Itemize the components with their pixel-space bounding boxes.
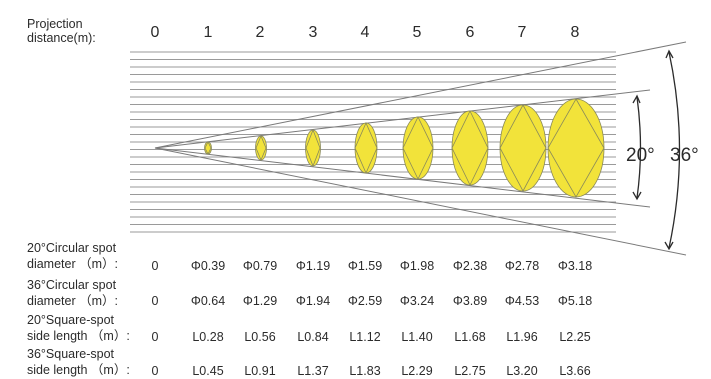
cell: Φ4.53	[492, 294, 552, 308]
cell: 0	[125, 364, 185, 378]
spot-3	[306, 130, 321, 166]
cell: L2.75	[440, 364, 500, 378]
spot-6	[452, 111, 488, 185]
cell: Φ2.59	[335, 294, 395, 308]
row-label-line2: side length （m）:	[27, 362, 130, 378]
spot-4	[355, 123, 377, 173]
cell: Φ0.39	[178, 259, 238, 273]
cell: L1.37	[283, 364, 343, 378]
cell: Φ1.59	[335, 259, 395, 273]
cell: L1.96	[492, 330, 552, 344]
cell: L0.91	[230, 364, 290, 378]
cell: 0	[125, 330, 185, 344]
cell: Φ3.24	[387, 294, 447, 308]
cell: L2.29	[387, 364, 447, 378]
cell: L3.20	[492, 364, 552, 378]
row-label-line1: 20°Circular spot	[27, 240, 116, 256]
cell: Φ1.19	[283, 259, 343, 273]
cell: L1.68	[440, 330, 500, 344]
cell: Φ5.18	[545, 294, 605, 308]
cell: L1.40	[387, 330, 447, 344]
angle-20-label: 20°	[626, 145, 655, 167]
spot-1	[205, 142, 212, 154]
cell: 0	[125, 259, 185, 273]
cell: L1.83	[335, 364, 395, 378]
angle-36-label: 36°	[670, 145, 699, 167]
row-label-line2: diameter （m）:	[27, 293, 118, 309]
spot-2	[256, 136, 267, 160]
cell: L2.25	[545, 330, 605, 344]
cell: L1.12	[335, 330, 395, 344]
cell: Φ1.29	[230, 294, 290, 308]
spot-5	[403, 117, 433, 179]
cell: Φ1.98	[387, 259, 447, 273]
cell: Φ3.18	[545, 259, 605, 273]
cell: Φ1.94	[283, 294, 343, 308]
cell: L0.84	[283, 330, 343, 344]
cell: Φ2.38	[440, 259, 500, 273]
row-label-line1: 36°Circular spot	[27, 277, 116, 293]
cell: L0.56	[230, 330, 290, 344]
cell: L3.66	[545, 364, 605, 378]
spot-8	[548, 99, 604, 197]
cell: Φ0.79	[230, 259, 290, 273]
cell: L0.45	[178, 364, 238, 378]
cell: L0.28	[178, 330, 238, 344]
cell: Φ2.78	[492, 259, 552, 273]
row-label-line1: 20°Square-spot	[27, 312, 114, 328]
cell: Φ3.89	[440, 294, 500, 308]
row-label-line2: diameter （m）:	[27, 256, 118, 272]
row-label-line1: 36°Square-spot	[27, 346, 114, 362]
cell: 0	[125, 294, 185, 308]
cell: Φ0.64	[178, 294, 238, 308]
spot-7	[500, 105, 546, 191]
row-label-line2: side length （m）:	[27, 328, 130, 344]
